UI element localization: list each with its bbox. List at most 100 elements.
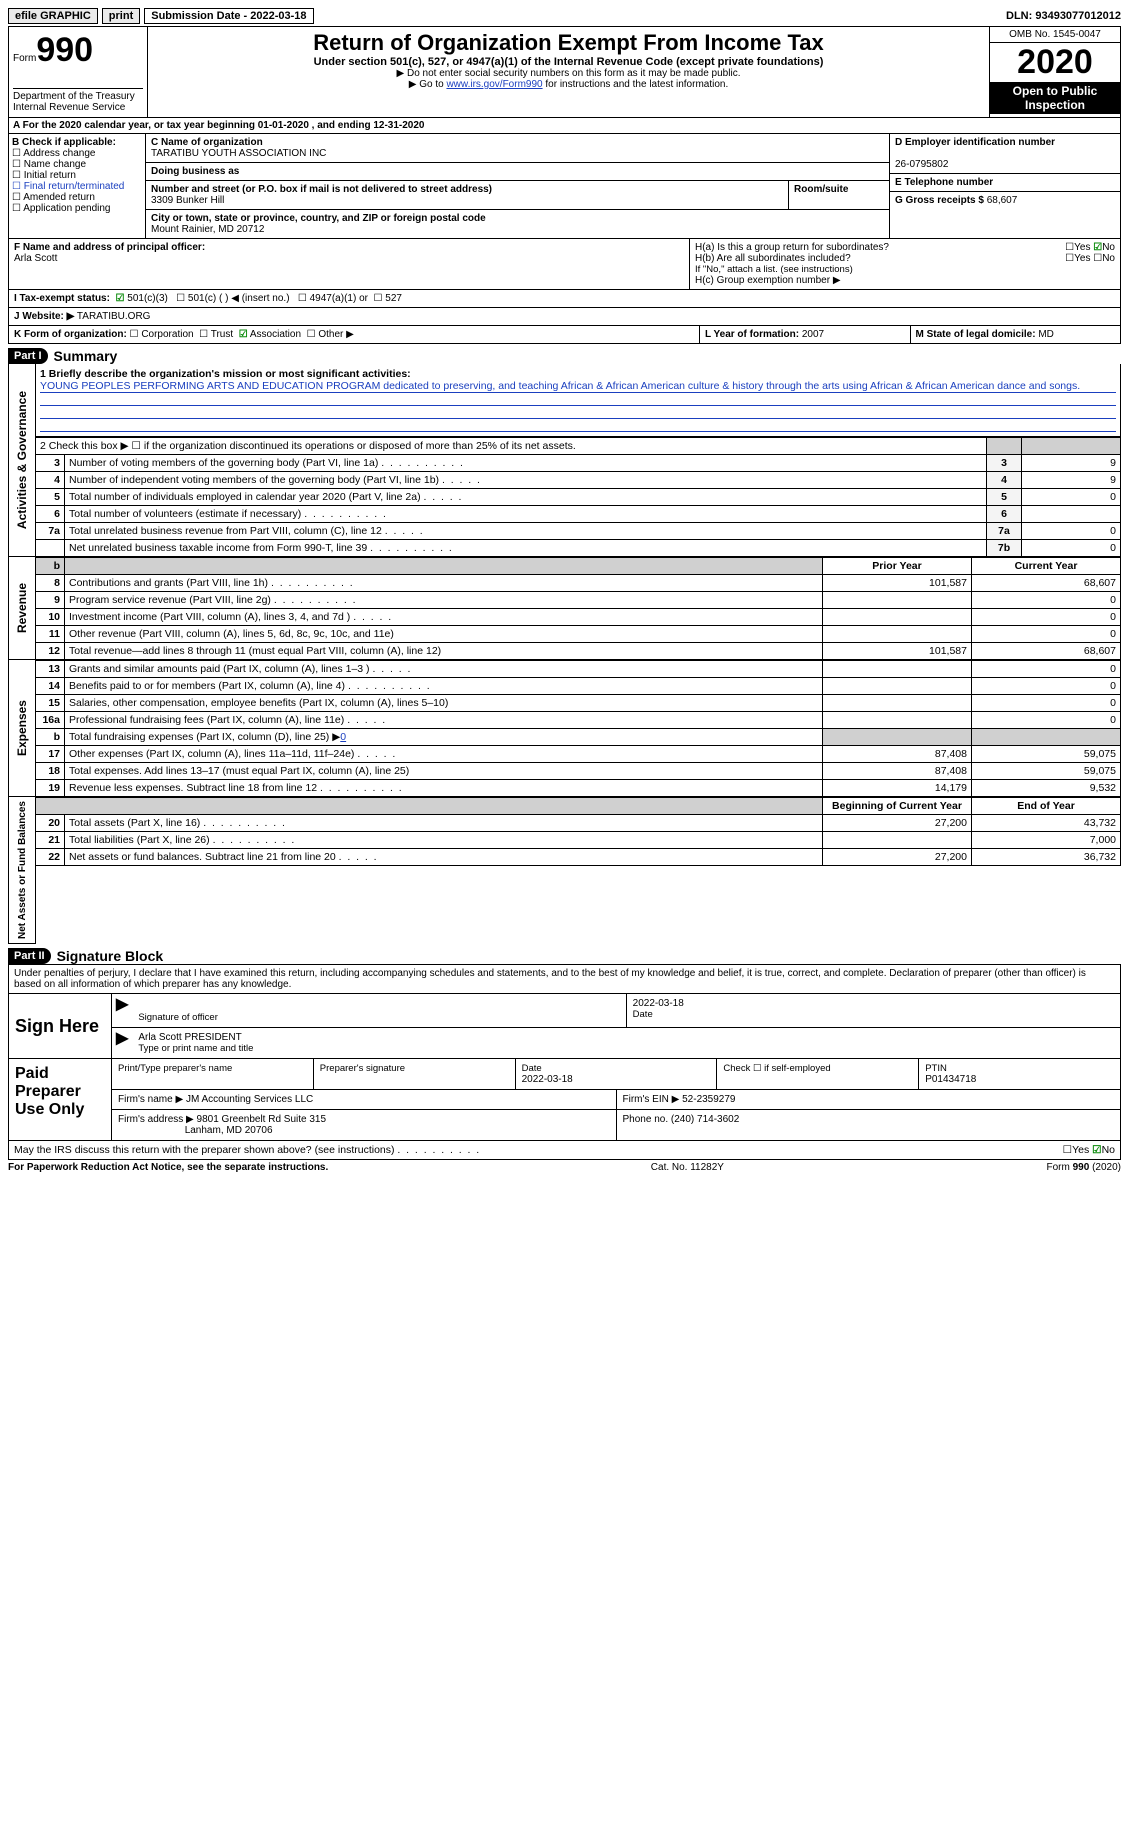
chk-501c3[interactable]: ☑	[116, 293, 125, 304]
state-domicile: MD	[1038, 329, 1054, 340]
paperwork-notice: For Paperwork Reduction Act Notice, see …	[8, 1162, 328, 1173]
l3-val: 9	[1022, 455, 1121, 472]
omb-number: OMB No. 1545-0047	[990, 27, 1120, 43]
form-subtitle: Under section 501(c), 527, or 4947(a)(1)…	[154, 56, 983, 68]
chk-final[interactable]: Final return/terminated	[12, 181, 142, 192]
l9-cy: 0	[972, 592, 1121, 609]
governance-section: Activities & Governance 1 Briefly descri…	[8, 364, 1121, 557]
form-footer: Form 990 (2020)	[1047, 1162, 1121, 1173]
firm-ein: 52-2359279	[682, 1094, 735, 1105]
boy-hdr: Beginning of Current Year	[823, 798, 972, 815]
l22-eoy: 36,732	[972, 849, 1121, 866]
form-number: 990	[36, 31, 93, 69]
l7a-val: 0	[1022, 523, 1121, 540]
form-word: Form	[13, 53, 36, 64]
l8-py: 101,587	[823, 575, 972, 592]
officer-block: F Name and address of principal officer:…	[8, 239, 1121, 290]
l11-cy: 0	[972, 626, 1121, 643]
l14-cy: 0	[972, 678, 1121, 695]
ein: 26-0795802	[895, 159, 948, 170]
prep-name-label: Print/Type preparer's name	[118, 1063, 232, 1074]
tax-year: 2020	[990, 43, 1120, 82]
l8-cy: 68,607	[972, 575, 1121, 592]
entity-block: B Check if applicable: Address change Na…	[8, 134, 1121, 239]
l15-cy: 0	[972, 695, 1121, 712]
gov-table: 2 Check this box ▶ ☐ if the organization…	[36, 437, 1121, 557]
chk-address[interactable]: Address change	[12, 148, 142, 159]
klm-row: K Form of organization: ☐ Corporation ☐ …	[8, 326, 1121, 344]
gross-receipts: 68,607	[987, 195, 1018, 206]
l19-cy: 9,532	[972, 780, 1121, 797]
dln: DLN: 93493077012012	[1006, 10, 1121, 22]
l16a-cy: 0	[972, 712, 1121, 729]
cat-no: Cat. No. 11282Y	[651, 1162, 724, 1173]
box-b: B Check if applicable: Address change Na…	[9, 134, 146, 238]
open-inspection: Open to Public Inspection	[990, 82, 1120, 114]
org-street: 3309 Bunker Hill	[151, 195, 224, 206]
line-2: 2 Check this box ▶ ☐ if the organization…	[36, 438, 987, 455]
website-row: J Website: ▶ TARATIBU.ORG	[8, 308, 1121, 326]
form-note1: ▶ Do not enter social security numbers o…	[154, 68, 983, 79]
prep-sig-label: Preparer's signature	[320, 1063, 405, 1074]
chk-initial[interactable]: Initial return	[12, 170, 142, 181]
chk-pending[interactable]: Application pending	[12, 203, 142, 214]
net-assets-section: Net Assets or Fund Balances Beginning of…	[8, 797, 1121, 944]
penalty-text: Under penalties of perjury, I declare th…	[8, 964, 1121, 994]
arrow-icon: ▶	[112, 994, 132, 1027]
irs-link[interactable]: www.irs.gov/Form990	[446, 79, 542, 90]
submission-date: Submission Date - 2022-03-18	[144, 8, 313, 24]
mission-text: YOUNG PEOPLES PERFORMING ARTS AND EDUCAT…	[40, 380, 1116, 393]
room-label: Room/suite	[794, 184, 848, 195]
form-note2: ▶ Go to www.irs.gov/Form990 for instruct…	[154, 79, 983, 90]
dba-label: Doing business as	[151, 166, 239, 177]
hb-note: If "No," attach a list. (see instruction…	[695, 264, 1115, 275]
sig-date: 2022-03-18	[633, 998, 684, 1009]
line-a: A For the 2020 calendar year, or tax yea…	[8, 118, 1121, 134]
preparer-block: Paid Preparer Use Only Print/Type prepar…	[8, 1059, 1121, 1141]
revenue-section: Revenue bPrior YearCurrent Year 8Contrib…	[8, 557, 1121, 660]
net-table: Beginning of Current YearEnd of Year 20T…	[36, 797, 1121, 866]
hb-label: H(b) Are all subordinates included?	[695, 253, 851, 264]
l19-py: 14,179	[823, 780, 972, 797]
officer-printed: Arla Scott PRESIDENT	[138, 1032, 241, 1043]
l12-cy: 68,607	[972, 643, 1121, 660]
org-name: TARATIBU YOUTH ASSOCIATION INC	[151, 148, 326, 159]
self-emp-check[interactable]: Check ☐ if self-employed	[723, 1063, 830, 1074]
form-header: Form990 Department of the Treasury Inter…	[8, 26, 1121, 118]
firm-addr: 9801 Greenbelt Rd Suite 315	[197, 1114, 327, 1125]
part2-header: Part II Signature Block	[8, 948, 1121, 964]
l18-py: 87,408	[823, 763, 972, 780]
l17-py: 87,408	[823, 746, 972, 763]
l5-val: 0	[1022, 489, 1121, 506]
discuss-row: May the IRS discuss this return with the…	[8, 1141, 1121, 1160]
print-button[interactable]: print	[102, 8, 140, 24]
page-footer: For Paperwork Reduction Act Notice, see …	[8, 1162, 1121, 1173]
l12-py: 101,587	[823, 643, 972, 660]
sig-officer-label: Signature of officer	[138, 1012, 218, 1023]
l7b-val: 0	[1022, 540, 1121, 557]
firm-phone: (240) 714-3602	[671, 1114, 739, 1125]
efile-button[interactable]: efile GRAPHIC	[8, 8, 98, 24]
eoy-hdr: End of Year	[972, 798, 1121, 815]
l21-eoy: 7,000	[972, 832, 1121, 849]
exp-table: 13Grants and similar amounts paid (Part …	[36, 660, 1121, 797]
side-gov: Activities & Governance	[13, 387, 31, 533]
l4-val: 9	[1022, 472, 1121, 489]
l16b-val: 0	[340, 731, 346, 743]
l22-boy: 27,200	[823, 849, 972, 866]
arrow-icon: ▶	[112, 1028, 132, 1058]
l20-eoy: 43,732	[972, 815, 1121, 832]
chk-name[interactable]: Name change	[12, 159, 142, 170]
officer-name: Arla Scott	[14, 253, 57, 264]
expenses-section: Expenses 13Grants and similar amounts pa…	[8, 660, 1121, 797]
form-title: Return of Organization Exempt From Incom…	[154, 30, 983, 56]
ha-label: H(a) Is this a group return for subordin…	[695, 242, 889, 253]
chk-amended[interactable]: Amended return	[12, 192, 142, 203]
l17-cy: 59,075	[972, 746, 1121, 763]
prep-date: 2022-03-18	[522, 1074, 573, 1085]
status-block: I Tax-exempt status: ☑ 501(c)(3) ☐ 501(c…	[8, 290, 1121, 308]
side-net: Net Assets or Fund Balances	[15, 797, 30, 943]
prior-year-hdr: Prior Year	[823, 558, 972, 575]
side-exp: Expenses	[13, 696, 31, 760]
dept-label: Department of the Treasury Internal Reve…	[13, 88, 143, 113]
